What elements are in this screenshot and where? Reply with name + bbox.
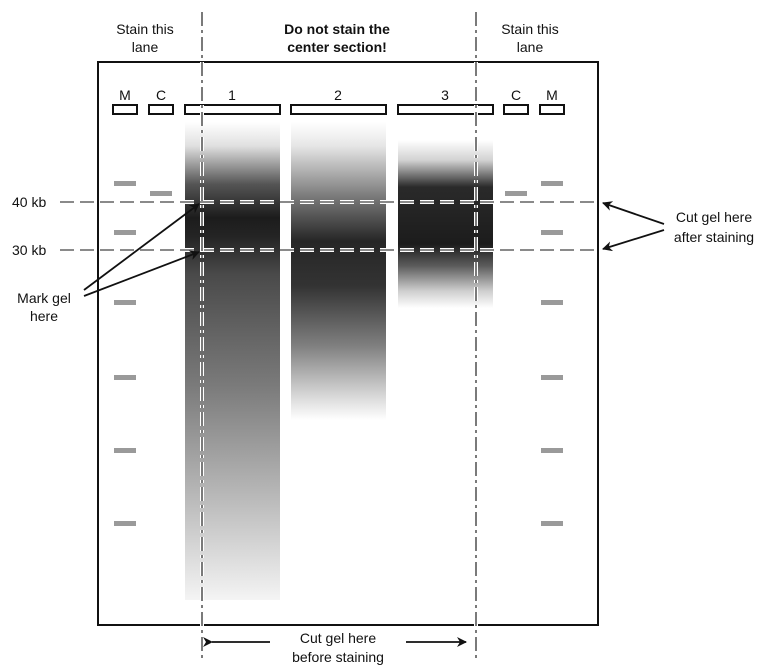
mark-gel-arrow-upper bbox=[83, 203, 200, 291]
marker-band bbox=[114, 181, 136, 186]
marker-band bbox=[541, 375, 563, 380]
marker-band bbox=[114, 448, 136, 453]
well-marker-left bbox=[112, 104, 138, 115]
well-sample-2 bbox=[290, 104, 387, 115]
control-band bbox=[505, 191, 527, 196]
cut-after-label-line1: Cut gel here bbox=[676, 209, 752, 225]
well-marker-right bbox=[539, 104, 565, 115]
lane-label-sample-2: 2 bbox=[334, 87, 342, 103]
center-warning-line2: center section! bbox=[287, 39, 387, 55]
marker-band bbox=[541, 521, 563, 526]
marker-band bbox=[541, 230, 563, 235]
cut-before-label-line1: Cut gel here bbox=[300, 630, 376, 646]
cut-before-label-bg bbox=[270, 628, 406, 666]
marker-band bbox=[541, 300, 563, 305]
marker-band bbox=[114, 521, 136, 526]
lane-label-marker-right: M bbox=[546, 87, 558, 103]
marker-band bbox=[114, 375, 136, 380]
marker-band bbox=[114, 230, 136, 235]
wells bbox=[112, 104, 565, 115]
lane-label-control-left: C bbox=[156, 87, 166, 103]
left-stain-label-line1: Stain this bbox=[116, 21, 174, 37]
left-stain-label-line2: lane bbox=[132, 39, 159, 55]
smear-lane-2 bbox=[291, 122, 386, 420]
well-sample-1 bbox=[184, 104, 281, 115]
lane-label-control-right: C bbox=[511, 87, 521, 103]
mark-gel-label-line2: here bbox=[30, 308, 58, 324]
lane-label-marker-left: M bbox=[119, 87, 131, 103]
marker-band bbox=[114, 300, 136, 305]
mark-gel-arrow-lower bbox=[83, 250, 200, 297]
smear-lane-3 bbox=[398, 140, 493, 308]
cut-after-arrow-lower bbox=[602, 229, 665, 252]
cut-after-arrow-upper bbox=[602, 201, 665, 225]
right-stain-label-line2: lane bbox=[517, 39, 544, 55]
cut-before-label-line2: before staining bbox=[292, 649, 384, 665]
control-band bbox=[150, 191, 172, 196]
marker-band bbox=[541, 448, 563, 453]
lane-label-sample-3: 3 bbox=[441, 87, 449, 103]
marker-band bbox=[541, 181, 563, 186]
well-control-right bbox=[503, 104, 529, 115]
size-label-30kb: 30 kb bbox=[12, 242, 46, 258]
cut-after-label-line2: after staining bbox=[674, 229, 754, 245]
mark-gel-label-line1: Mark gel bbox=[17, 290, 71, 306]
lane-label-sample-1: 1 bbox=[228, 87, 236, 103]
center-warning-line1: Do not stain the bbox=[284, 21, 390, 37]
well-control-left bbox=[148, 104, 174, 115]
right-stain-label-line1: Stain this bbox=[501, 21, 559, 37]
smear-lane-1 bbox=[185, 122, 280, 600]
marker-bands bbox=[114, 181, 563, 526]
well-sample-3 bbox=[397, 104, 494, 115]
size-label-40kb: 40 kb bbox=[12, 194, 46, 210]
